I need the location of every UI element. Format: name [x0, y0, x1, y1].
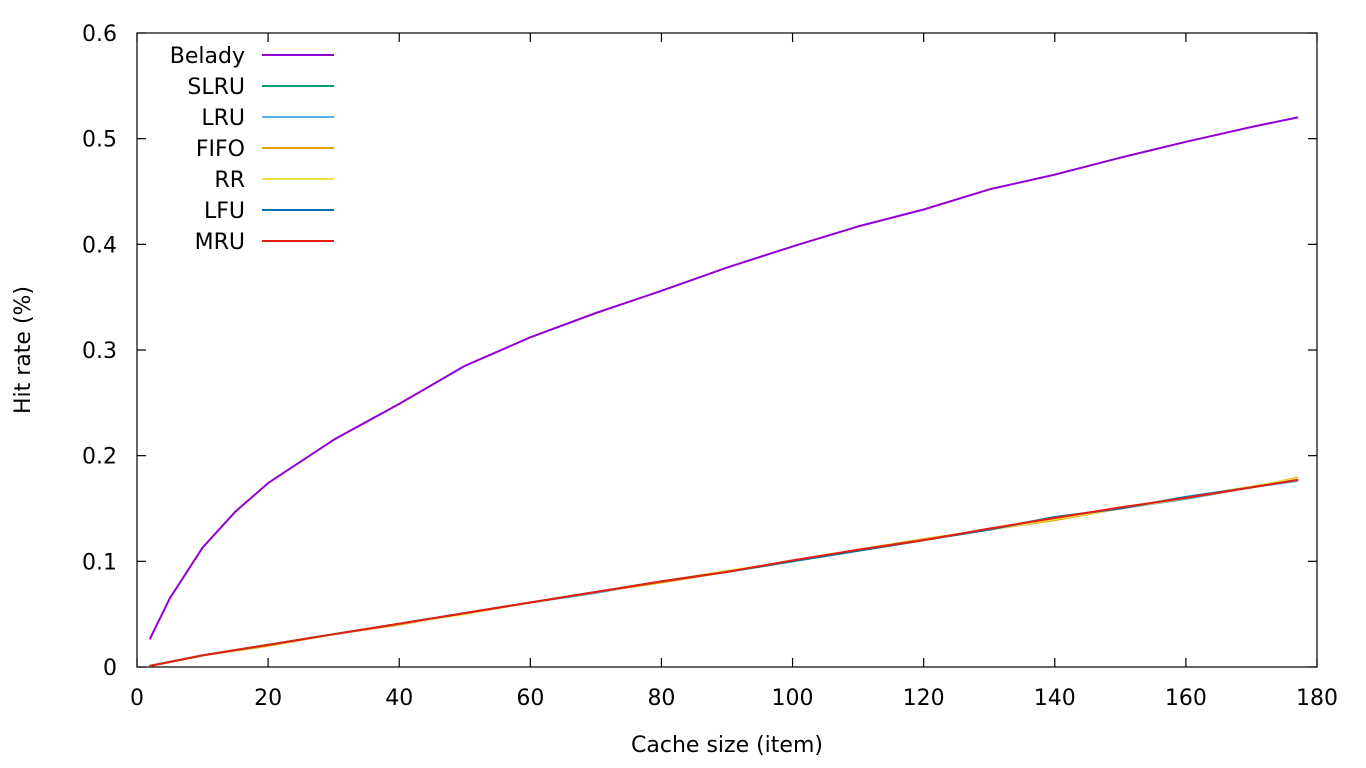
legend-label-mru: MRU [195, 230, 245, 255]
x-tick-label: 40 [385, 686, 413, 711]
y-tick-labels: 0 0.1 0.2 0.3 0.4 0.5 0.6 [82, 22, 117, 681]
legend-label-lfu: LFU [204, 199, 245, 224]
legend-label-rr: RR [214, 168, 245, 193]
legend-label-fifo: FIFO [196, 137, 245, 162]
x-tick-label: 160 [1165, 686, 1207, 711]
y-tick-label: 0.1 [82, 550, 117, 575]
y-tick-label: 0.3 [82, 339, 117, 364]
legend-label-belady: Belady [170, 44, 245, 69]
y-tick-label: 0.4 [82, 233, 117, 258]
x-tick-label: 120 [903, 686, 945, 711]
series-line-lru [149, 480, 1299, 667]
series-line-belady [149, 116, 1299, 640]
y-tick-label: 0.2 [82, 445, 117, 470]
x-tick-label: 0 [130, 686, 144, 711]
legend-label-slru: SLRU [187, 75, 245, 100]
x-tick-label: 60 [516, 686, 544, 711]
legend-label-lru: LRU [201, 106, 245, 131]
x-tick-labels: 0 20 40 60 80 100 120 140 160 180 [130, 686, 1338, 711]
x-tick-label: 20 [254, 686, 282, 711]
y-tick-label: 0.6 [82, 22, 117, 47]
y-axis-label: Hit rate (%) [11, 286, 36, 414]
y-tick-label: 0.5 [82, 128, 117, 153]
x-axis-label: Cache size (item) [631, 733, 823, 758]
series-line-mru [149, 479, 1299, 667]
y-tick-label: 0 [103, 656, 117, 681]
x-tick-label: 100 [772, 686, 814, 711]
x-tick-label: 140 [1034, 686, 1076, 711]
legend: Belady SLRU LRU FIFO RR LFU MRU [170, 44, 334, 255]
x-tick-label: 80 [647, 686, 675, 711]
series-lines [149, 116, 1299, 667]
x-tick-label: 180 [1296, 686, 1338, 711]
axis-ticks [136, 32, 1318, 668]
